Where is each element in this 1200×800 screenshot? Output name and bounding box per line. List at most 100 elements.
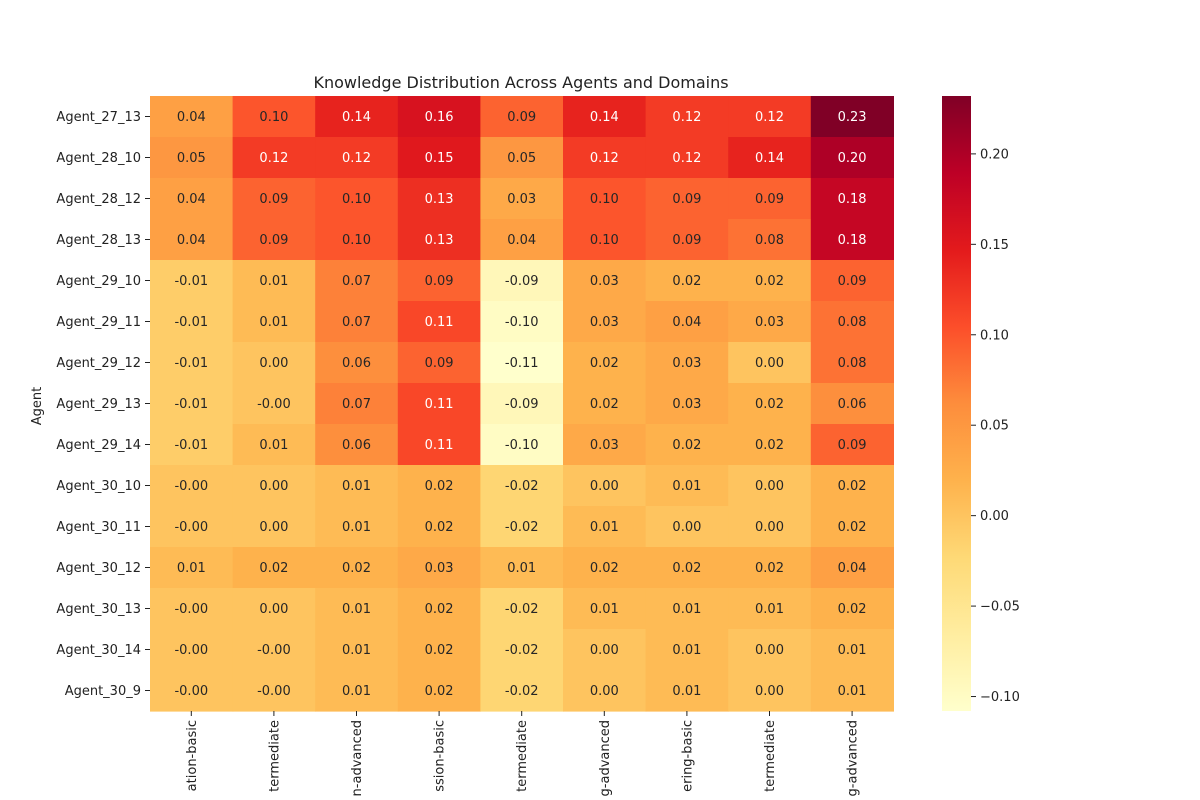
heatmap-cell	[480, 260, 564, 302]
heatmap-cell	[728, 260, 812, 302]
heatmap-cell	[728, 465, 812, 507]
heatmap-cell	[728, 383, 812, 425]
heatmap-cell	[480, 178, 564, 220]
cell-value-label: 0.02	[838, 602, 867, 617]
heatmap-cell	[397, 506, 481, 548]
heatmap-cell	[563, 178, 647, 220]
heatmap-cell	[563, 342, 647, 384]
colorbar-tick-label: 0.20	[980, 147, 1009, 162]
cell-value-label: 0.07	[342, 397, 371, 412]
y-tick-label: Agent_27_13	[56, 110, 141, 125]
cell-value-label: 0.02	[590, 561, 619, 576]
cell-value-label: 0.02	[590, 397, 619, 412]
cell-value-label: 0.12	[259, 151, 288, 166]
heatmap-cell	[150, 260, 234, 302]
heatmap-cell	[397, 629, 481, 671]
cell-value-label: 0.01	[590, 520, 619, 535]
cell-value-label: -0.02	[505, 479, 539, 494]
heatmap-cell	[645, 178, 729, 220]
cell-value-label: 0.00	[755, 684, 784, 699]
heatmap-cell	[728, 506, 812, 548]
heatmap-cell	[645, 506, 729, 548]
cell-value-label: 0.00	[672, 520, 701, 535]
heatmap-cell	[728, 547, 812, 589]
heatmap-cell	[232, 465, 316, 507]
heatmap-cell	[810, 137, 894, 179]
heatmap-cell	[810, 342, 894, 384]
cell-value-label: -0.01	[174, 315, 208, 330]
cell-value-label: 0.10	[259, 110, 288, 125]
cell-value-label: 0.04	[177, 192, 206, 207]
cell-value-label: 0.10	[590, 233, 619, 248]
heatmap-cell	[728, 424, 812, 466]
heatmap-cell	[810, 383, 894, 425]
cell-value-label: 0.01	[507, 561, 536, 576]
heatmap-cell	[397, 424, 481, 466]
heatmap-cell	[480, 301, 564, 343]
cell-value-label: 0.02	[755, 561, 784, 576]
cell-value-label: 0.02	[672, 561, 701, 576]
cell-value-label: 0.16	[425, 110, 454, 125]
cell-value-label: 0.05	[507, 151, 536, 166]
cell-value-label: 0.01	[672, 643, 701, 658]
heatmap-cell	[563, 137, 647, 179]
cell-value-label: 0.02	[838, 520, 867, 535]
heatmap-cell	[645, 547, 729, 589]
cell-value-label: 0.06	[342, 356, 371, 371]
cell-value-label: 0.02	[672, 438, 701, 453]
cell-value-label: 0.02	[425, 684, 454, 699]
cell-value-label: 0.01	[838, 684, 867, 699]
cell-value-label: -0.02	[505, 602, 539, 617]
heatmap-cell	[563, 383, 647, 425]
heatmap-cell	[315, 547, 399, 589]
cell-value-label: 0.02	[672, 274, 701, 289]
cell-value-label: 0.03	[590, 274, 619, 289]
cell-value-label: 0.09	[425, 356, 454, 371]
heatmap-cell	[563, 547, 647, 589]
cell-value-label: 0.03	[672, 356, 701, 371]
y-axis-label: Agent	[30, 387, 45, 425]
heatmap-cell	[563, 629, 647, 671]
colorbar-tick-label: 0.05	[980, 419, 1009, 434]
cell-value-label: -0.00	[174, 479, 208, 494]
cell-value-label: 0.12	[672, 110, 701, 125]
cell-value-label: 0.03	[425, 561, 454, 576]
heatmap-cell	[150, 219, 234, 261]
heatmap-cells	[150, 96, 894, 712]
x-tick-label: termediate	[267, 720, 282, 792]
cell-value-label: 0.18	[838, 233, 867, 248]
y-tick-label: Agent_30_13	[56, 602, 141, 617]
cell-value-label: 0.02	[755, 438, 784, 453]
colorbar: −0.10 −0.05 0.00 0.05 0.10 0.15 0.20	[942, 96, 1020, 711]
heatmap-cell	[232, 547, 316, 589]
cell-value-label: 0.12	[672, 151, 701, 166]
cell-value-label: 0.09	[259, 233, 288, 248]
heatmap-cell	[563, 588, 647, 630]
cell-value-label: 0.09	[672, 192, 701, 207]
heatmap-cell	[315, 342, 399, 384]
colorbar-tick-label: −0.05	[980, 600, 1020, 615]
heatmap-cell	[150, 547, 234, 589]
cell-value-label: 0.14	[755, 151, 784, 166]
cell-value-label: 0.12	[755, 110, 784, 125]
heatmap-cell	[232, 219, 316, 261]
heatmap-cell	[480, 506, 564, 548]
cell-value-label: 0.12	[342, 151, 371, 166]
cell-value-label: -0.00	[174, 684, 208, 699]
cell-value-label: 0.02	[838, 479, 867, 494]
x-tick-label: n-advanced	[350, 720, 365, 796]
cell-value-label: 0.00	[755, 479, 784, 494]
cell-value-label: -0.09	[505, 274, 539, 289]
heatmap-cell	[232, 96, 316, 138]
cell-value-label: 0.09	[755, 192, 784, 207]
heatmap-cell	[645, 670, 729, 712]
heatmap-cell	[480, 219, 564, 261]
heatmap-cell	[728, 629, 812, 671]
heatmap-cell	[480, 137, 564, 179]
cell-value-label: -0.02	[505, 643, 539, 658]
heatmap-cell	[150, 506, 234, 548]
cell-value-label: 0.14	[342, 110, 371, 125]
heatmap-cell	[150, 588, 234, 630]
heatmap-cell	[397, 670, 481, 712]
heatmap-cell	[563, 424, 647, 466]
